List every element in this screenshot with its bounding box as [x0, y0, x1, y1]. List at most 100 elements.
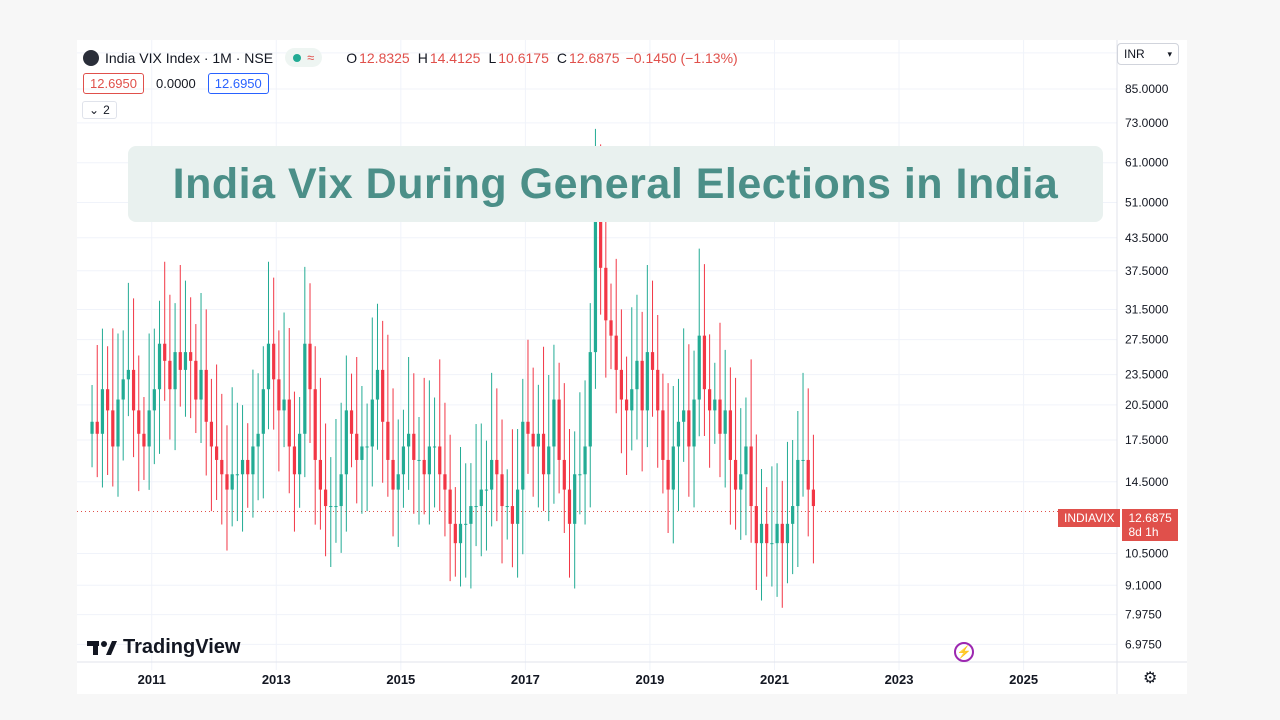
candle-body[interactable] — [484, 489, 489, 491]
candle-body[interactable] — [749, 446, 753, 507]
candle-body[interactable] — [157, 343, 162, 390]
candle-body[interactable] — [168, 360, 172, 390]
buy-price-button[interactable]: 12.6950 — [207, 73, 269, 94]
candle-body[interactable] — [583, 446, 587, 475]
candle-body[interactable] — [708, 389, 712, 411]
candle-body[interactable] — [796, 459, 800, 507]
candle-body[interactable] — [780, 523, 784, 544]
candle-body[interactable] — [90, 421, 94, 434]
candle-body[interactable] — [230, 474, 234, 490]
candle-body[interactable] — [360, 446, 364, 460]
candle-body[interactable] — [152, 389, 156, 411]
candle-body[interactable] — [417, 459, 421, 461]
candle-body[interactable] — [754, 506, 758, 544]
candle-body[interactable] — [495, 459, 499, 475]
candle-body[interactable] — [702, 335, 707, 390]
candle-body[interactable] — [697, 335, 701, 400]
candle-body[interactable] — [334, 506, 338, 508]
sell-price-button[interactable]: 12.6950 — [83, 73, 144, 94]
gear-icon[interactable]: ⚙ — [1143, 670, 1158, 687]
candle-body[interactable] — [490, 459, 494, 490]
candle-body[interactable] — [713, 399, 717, 411]
candle-body[interactable] — [292, 446, 297, 475]
candle-body[interactable] — [204, 369, 208, 422]
tradingview-logo[interactable]: TradingView — [87, 636, 240, 659]
candle-body[interactable] — [552, 399, 556, 447]
candle-body[interactable] — [386, 421, 390, 460]
candle-body[interactable] — [298, 433, 302, 475]
candle-body[interactable] — [344, 410, 348, 475]
candle-body[interactable] — [194, 360, 198, 400]
candle-body[interactable] — [240, 459, 245, 475]
candle-body[interactable] — [723, 410, 727, 434]
candle-body[interactable] — [370, 399, 374, 447]
candle-body[interactable] — [209, 421, 214, 447]
candle-body[interactable] — [645, 352, 649, 411]
currency-select[interactable]: INR ▾ — [1117, 43, 1179, 65]
candle-body[interactable] — [303, 343, 307, 434]
candle-body[interactable] — [765, 523, 769, 544]
candle-body[interactable] — [728, 410, 732, 460]
candle-body[interactable] — [246, 459, 250, 475]
candle-body[interactable] — [656, 369, 660, 411]
candle-body[interactable] — [469, 506, 473, 524]
candle-body[interactable] — [593, 215, 598, 353]
candle-body[interactable] — [95, 421, 99, 434]
candle-body[interactable] — [811, 489, 816, 507]
candle-body[interactable] — [261, 389, 265, 434]
candle-body[interactable] — [438, 446, 442, 475]
candle-body[interactable] — [272, 343, 276, 380]
candle-body[interactable] — [349, 410, 354, 434]
candle-body[interactable] — [235, 474, 239, 476]
candle-body[interactable] — [448, 489, 452, 524]
candle-body[interactable] — [282, 399, 286, 411]
candle-body[interactable] — [111, 410, 115, 447]
candle-body[interactable] — [365, 446, 369, 448]
candle-body[interactable] — [329, 506, 333, 508]
candle-body[interactable] — [599, 215, 603, 268]
candle-body[interactable] — [526, 421, 530, 434]
candle-body[interactable] — [313, 389, 317, 460]
candle-body[interactable] — [443, 474, 447, 490]
candle-body[interactable] — [682, 410, 686, 422]
candle-body[interactable] — [573, 474, 577, 524]
candle-body[interactable] — [142, 433, 146, 447]
candle-body[interactable] — [407, 433, 411, 447]
candle-body[interactable] — [401, 446, 406, 475]
candle-body[interactable] — [536, 433, 540, 447]
candle-body[interactable] — [557, 399, 561, 460]
candle-body[interactable] — [464, 523, 468, 525]
candle-body[interactable] — [391, 459, 395, 490]
candle-body[interactable] — [692, 399, 696, 447]
candle-body[interactable] — [806, 459, 810, 490]
candle-body[interactable] — [666, 459, 670, 490]
candle-body[interactable] — [147, 410, 151, 447]
candle-body[interactable] — [396, 474, 400, 490]
candle-body[interactable] — [630, 389, 634, 411]
candle-body[interactable] — [588, 352, 592, 447]
candle-body[interactable] — [791, 506, 795, 524]
candlestick-chart[interactable]: 100.000085.000073.000061.000051.000043.5… — [77, 40, 1187, 694]
candle-body[interactable] — [578, 474, 582, 476]
candle-body[interactable] — [770, 543, 774, 545]
candle-body[interactable] — [744, 446, 748, 475]
candle-body[interactable] — [318, 459, 323, 490]
candle-body[interactable] — [687, 410, 691, 447]
candle-body[interactable] — [515, 489, 520, 524]
candle-body[interactable] — [178, 352, 182, 370]
candle-body[interactable] — [308, 343, 312, 390]
candle-body[interactable] — [718, 399, 722, 434]
candle-body[interactable] — [106, 389, 110, 411]
candle-body[interactable] — [256, 433, 260, 447]
candle-body[interactable] — [474, 506, 478, 508]
flash-icon[interactable]: ⚡ — [954, 642, 974, 662]
candle-body[interactable] — [100, 389, 105, 434]
candle-body[interactable] — [739, 474, 743, 490]
candle-body[interactable] — [339, 474, 343, 507]
candle-body[interactable] — [189, 352, 193, 361]
candle-body[interactable] — [131, 369, 136, 411]
candle-body[interactable] — [562, 459, 566, 490]
candle-body[interactable] — [412, 433, 416, 460]
candle-body[interactable] — [531, 433, 535, 447]
candle-body[interactable] — [121, 379, 125, 400]
